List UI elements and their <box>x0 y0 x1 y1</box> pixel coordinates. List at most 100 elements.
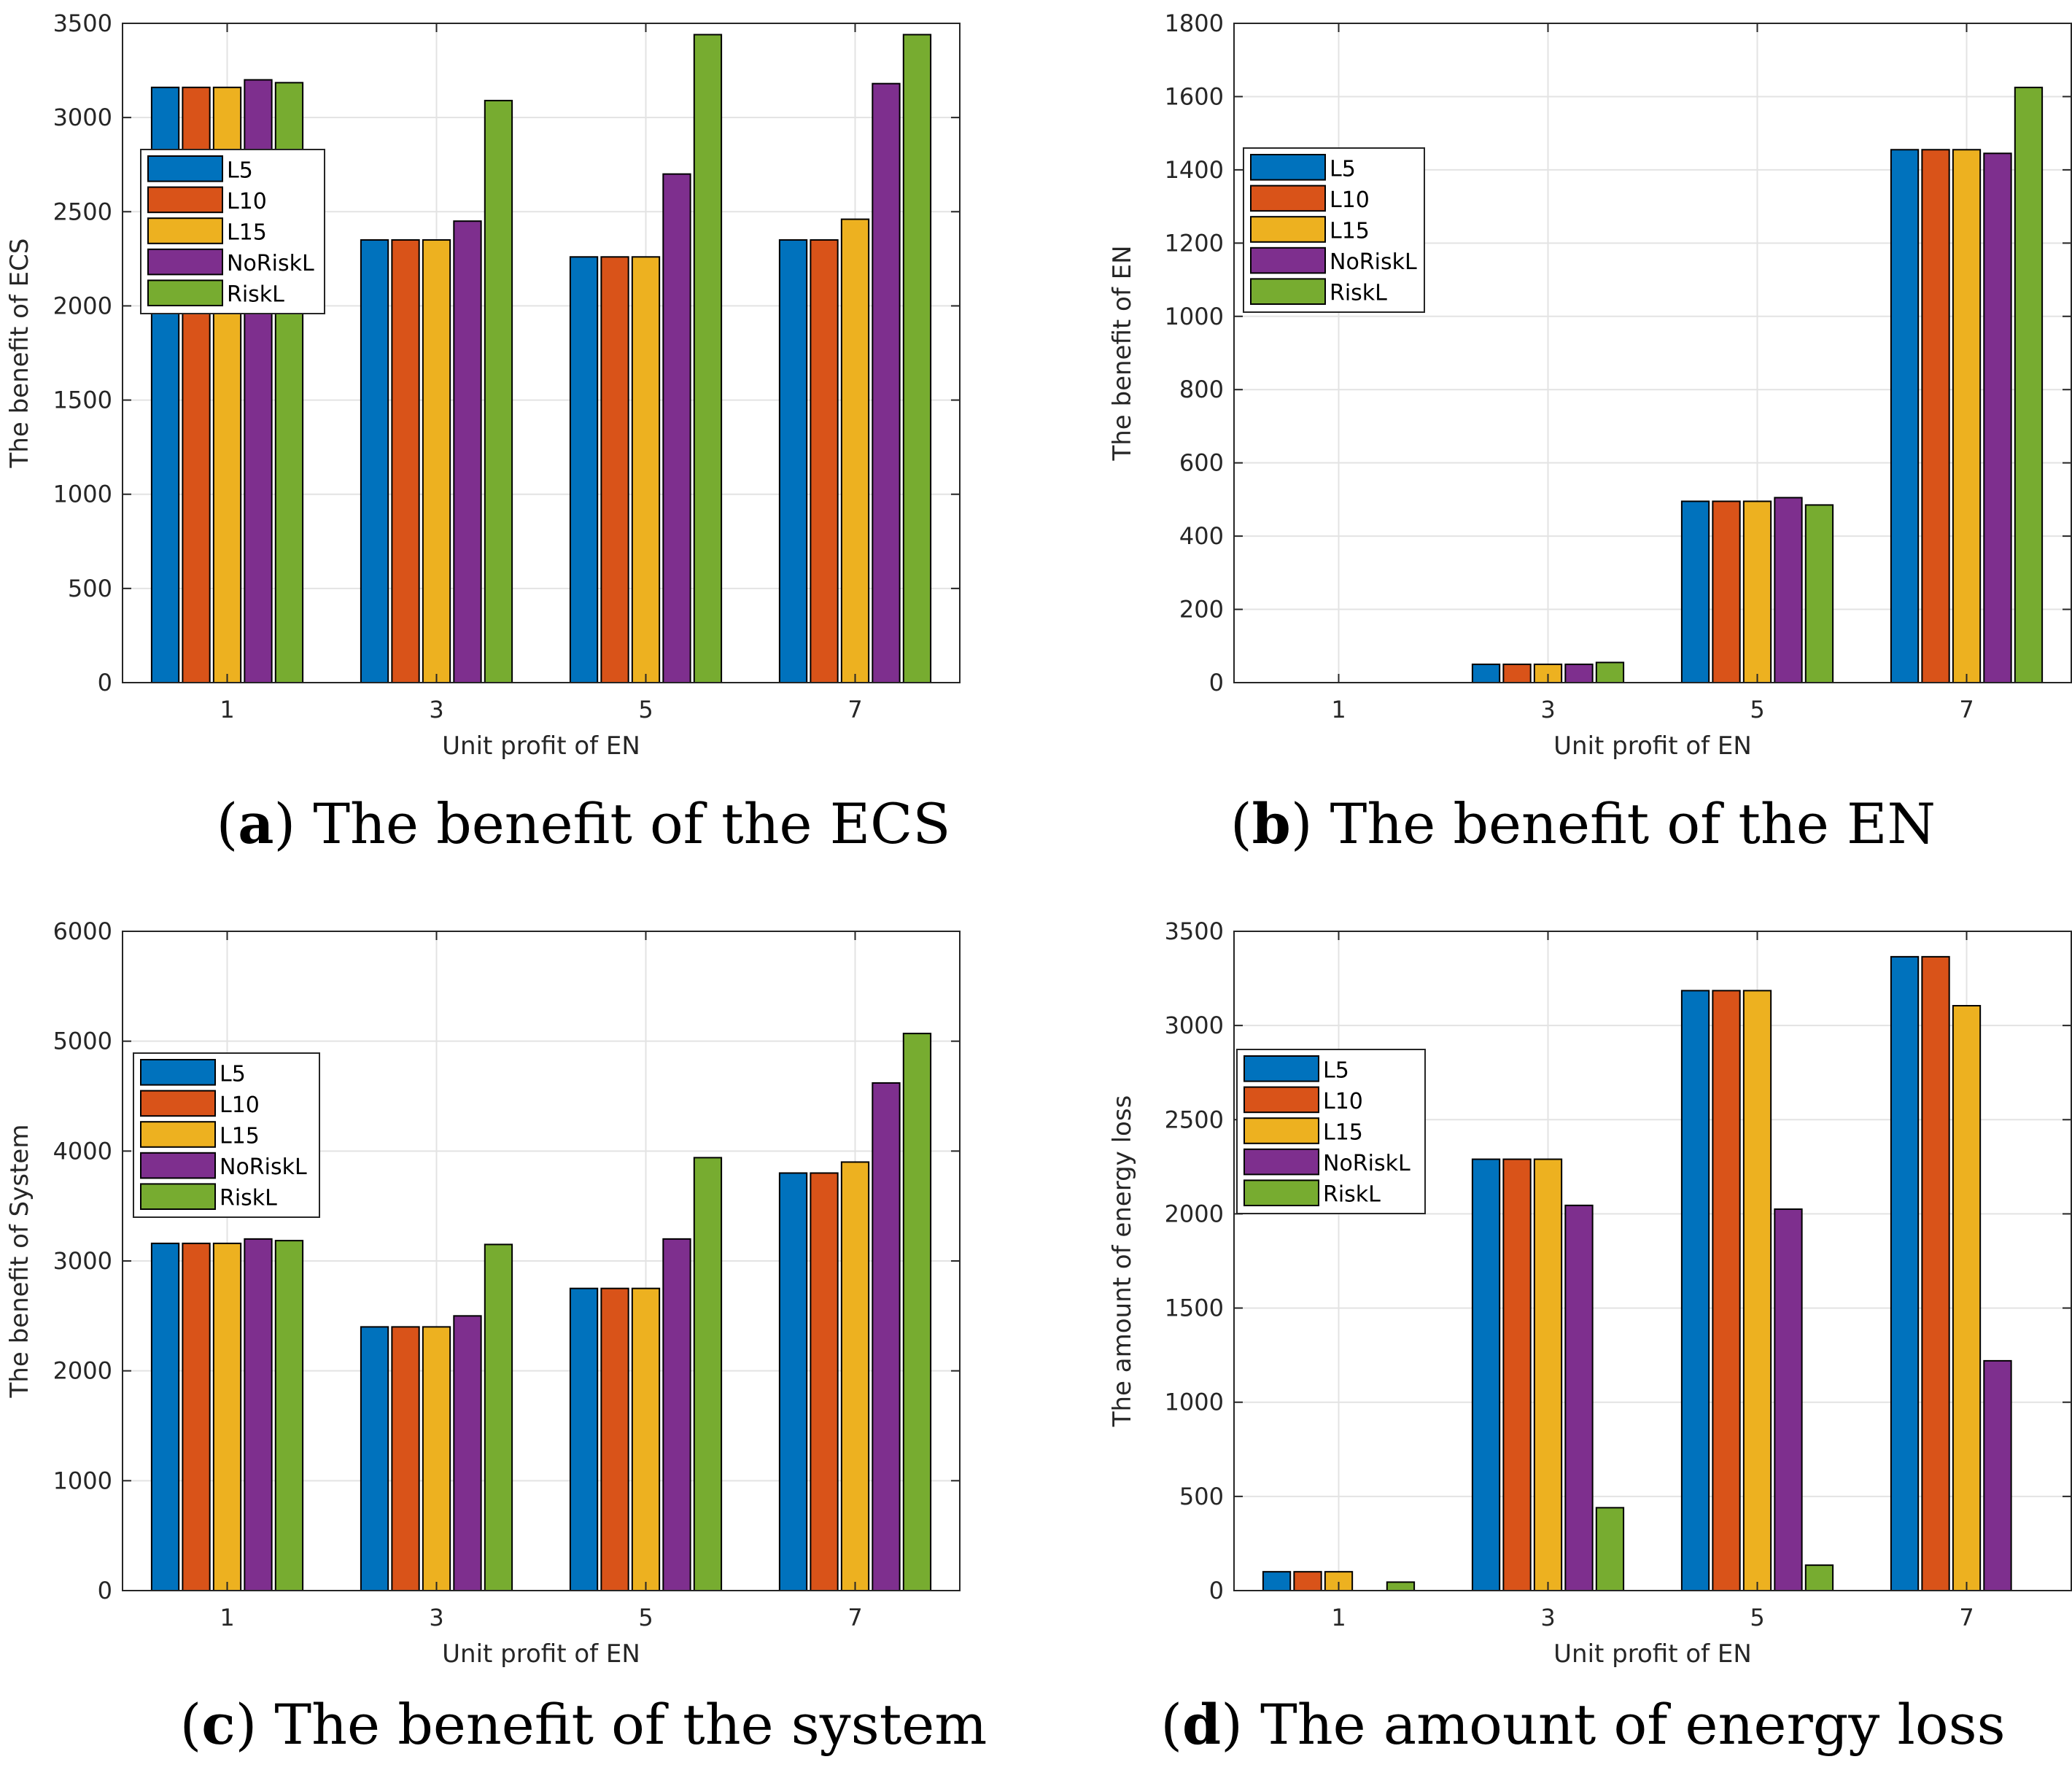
bar-RiskL-5 <box>693 1157 723 1591</box>
y-axis-label: The benefit of EN <box>1108 245 1137 461</box>
y-tick-label: 600 <box>1179 449 1224 477</box>
bar-L5-7 <box>778 1172 808 1591</box>
bar-L15-3 <box>1533 1158 1563 1592</box>
legend-label-L15: L15 <box>227 220 267 246</box>
y-tick-label: 3000 <box>53 104 112 131</box>
bar-L5-3 <box>360 1326 389 1592</box>
y-tick-label: 200 <box>1179 596 1224 624</box>
legend-swatch-L5 <box>140 1059 216 1086</box>
axes-box <box>122 23 961 683</box>
y-tick-label: 1500 <box>53 387 112 414</box>
caption-c: (c) The benefit of the system <box>179 1692 988 1757</box>
y-tick-label: 800 <box>1179 376 1224 403</box>
bar-L10-5 <box>600 1287 629 1592</box>
legend-swatch-L10 <box>147 186 223 214</box>
y-tick-label: 1000 <box>53 1467 112 1494</box>
bar-RiskL-7 <box>902 34 932 684</box>
bar-L5-7 <box>1890 955 1920 1591</box>
bar-RiskL-5 <box>693 34 723 684</box>
y-tick-label: 400 <box>1179 522 1224 550</box>
y-tick-label: 1500 <box>1165 1294 1224 1322</box>
legend-swatch-L10 <box>1243 1086 1319 1114</box>
legend-label-L10: L10 <box>1323 1089 1363 1114</box>
legend-label-NoRiskL: NoRiskL <box>227 251 314 276</box>
bar-L10-3 <box>391 239 420 683</box>
legend-label-L5: L5 <box>220 1061 246 1087</box>
y-tick-label: 2500 <box>53 198 112 225</box>
bar-RiskL-5 <box>1804 504 1834 684</box>
bar-NoRiskL-7 <box>1983 152 2012 684</box>
bar-NoRiskL-7 <box>872 1082 901 1592</box>
y-tick-label: 1400 <box>1165 156 1224 184</box>
bar-L10-3 <box>391 1326 420 1592</box>
legend-swatch-L15 <box>140 1121 216 1148</box>
x-tick-label: 1 <box>1331 696 1346 723</box>
bar-RiskL-3 <box>484 1243 513 1591</box>
legend-swatch-RiskL <box>1243 1179 1319 1206</box>
bar-L15-5 <box>1742 500 1772 684</box>
bar-NoRiskL-5 <box>1774 1208 1803 1591</box>
bar-RiskL-3 <box>1595 1507 1625 1592</box>
x-tick-label: 7 <box>847 1604 862 1631</box>
caption-b: (b) The benefit of the EN <box>1230 791 1936 856</box>
x-tick-label: 1 <box>220 696 234 723</box>
bar-L15-7 <box>1952 149 1982 683</box>
chart-panel-c: 0 1000 2000 3000 4000 5000 6000 1 3 5 7 Unit profit… <box>0 897 1036 1770</box>
bar-L15-5 <box>1742 990 1772 1592</box>
legend-label-L5: L5 <box>227 158 253 183</box>
legend-label-L15: L15 <box>1323 1120 1363 1146</box>
bar-L10-3 <box>1502 663 1532 684</box>
bar-L5-1 <box>1262 1571 1292 1592</box>
y-tick-label: 3000 <box>1165 1012 1224 1039</box>
bar-L5-5 <box>1680 990 1710 1592</box>
y-tick-label: 2500 <box>1165 1106 1224 1133</box>
bar-L15-7 <box>840 1161 870 1591</box>
x-tick-label: 3 <box>429 1604 443 1631</box>
y-tick-label: 2000 <box>1165 1200 1224 1227</box>
x-axis-label: Unit profit of EN <box>442 731 640 761</box>
bar-L5-5 <box>1680 500 1710 684</box>
legend-label-RiskL: RiskL <box>220 1186 277 1211</box>
bar-NoRiskL-5 <box>662 173 691 683</box>
bar-RiskL-7 <box>2014 86 2044 683</box>
y-tick-label: 0 <box>1209 1577 1224 1604</box>
x-tick-label: 3 <box>1540 696 1555 723</box>
legend-swatch-L15 <box>1243 1117 1319 1144</box>
x-tick-label: 3 <box>429 696 443 723</box>
legend-label-RiskL: RiskL <box>1323 1182 1381 1208</box>
y-tick-label: 500 <box>68 575 112 602</box>
bar-RiskL-1 <box>1386 1581 1416 1591</box>
y-tick-label: 3000 <box>53 1247 112 1275</box>
caption-a-letter: a <box>238 791 274 856</box>
legend-swatch-NoRiskL <box>1250 247 1326 274</box>
bar-L10-7 <box>810 1172 839 1591</box>
y-tick-label: 1200 <box>1165 229 1224 257</box>
bar-L5-5 <box>569 1287 599 1592</box>
bar-NoRiskL-5 <box>1774 497 1803 684</box>
legend-label-L10: L10 <box>220 1092 260 1118</box>
y-tick-label: 2000 <box>53 1357 112 1385</box>
y-tick-label: 1000 <box>1165 303 1224 330</box>
y-tick-label: 5000 <box>53 1028 112 1055</box>
chart-a-svg: 0 500 1000 1500 2000 2500 3000 3500 1 3 5 7 Unit pro… <box>5 9 961 761</box>
bar-L10-7 <box>1921 955 1950 1591</box>
x-tick-label: 7 <box>1959 696 1974 723</box>
caption-b-letter: b <box>1252 791 1291 856</box>
bar-L15-7 <box>840 218 870 684</box>
x-tick-label: 1 <box>1331 1604 1346 1631</box>
y-tick-label: 2000 <box>53 292 112 319</box>
axes-box <box>1233 931 2072 1591</box>
legend-label-L10: L10 <box>1330 187 1370 213</box>
y-tick-label: 0 <box>98 669 112 696</box>
y-axis-label: The benefit of System <box>5 1125 34 1399</box>
legend-swatch-L15 <box>147 217 223 244</box>
y-tick-label: 1600 <box>1165 82 1224 110</box>
bar-L5-3 <box>1471 1158 1501 1592</box>
x-tick-label: 5 <box>1750 1604 1764 1631</box>
legend-label-L15: L15 <box>220 1124 260 1149</box>
bar-L10-5 <box>1712 500 1741 684</box>
bar-L10-7 <box>1921 149 1950 683</box>
legend-label-RiskL: RiskL <box>1330 281 1387 306</box>
y-tick-label: 4000 <box>53 1137 112 1165</box>
